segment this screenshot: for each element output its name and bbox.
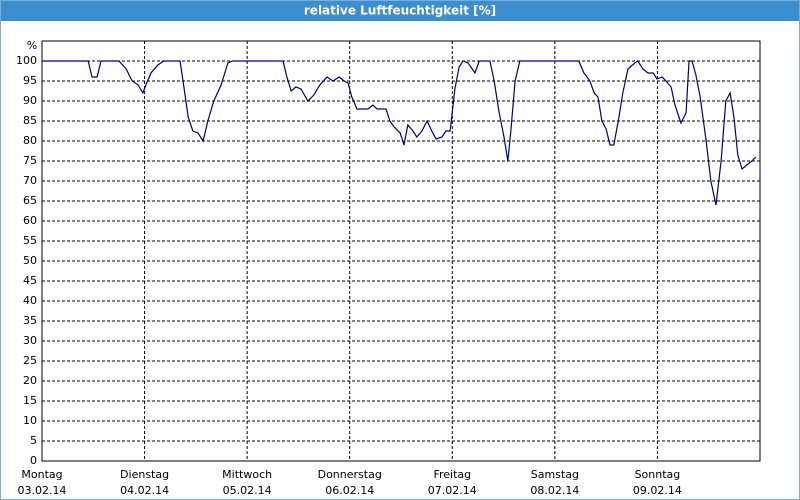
y-tick-label: 45: [23, 274, 37, 287]
plot-border: [41, 40, 761, 462]
title-bar: [0, 0, 800, 21]
x-tick-date: 09.02.14: [633, 484, 682, 497]
y-tick-label: 30: [23, 334, 37, 347]
x-tick-label: Sonntag: [635, 468, 681, 481]
y-tick-label: 90: [23, 94, 37, 107]
y-tick-label: 35: [23, 314, 37, 327]
x-tick-date: 08.02.14: [530, 484, 579, 497]
y-axis-label: %: [27, 39, 37, 52]
y-tick-label: 25: [23, 354, 37, 367]
y-tick-label: 50: [23, 254, 37, 267]
x-tick-date: 03.02.14: [18, 484, 67, 497]
y-tick-label: 20: [23, 374, 37, 387]
x-tick-label: Dienstag: [120, 468, 169, 481]
x-tick-label: Mittwoch: [222, 468, 272, 481]
y-tick-label: 95: [23, 74, 37, 87]
x-tick-label: Freitag: [433, 468, 471, 481]
x-tick-label: Montag: [21, 468, 62, 481]
y-tick-label: 85: [23, 114, 37, 127]
y-tick-label: 5: [30, 434, 37, 447]
y-tick-label: 60: [23, 214, 37, 227]
x-tick-date: 07.02.14: [428, 484, 477, 497]
y-tick-label: 100: [16, 54, 37, 67]
y-tick-label: 15: [23, 394, 37, 407]
y-tick-label: 70: [23, 174, 37, 187]
x-tick-label: Donnerstag: [318, 468, 382, 481]
chart-title: relative Luftfeuchtigkeit [%]: [304, 4, 496, 18]
y-tick-label: 65: [23, 194, 37, 207]
y-tick-label: 10: [23, 414, 37, 427]
y-tick-label: 0: [30, 454, 37, 467]
x-tick-label: Samstag: [531, 468, 579, 481]
y-tick-label: 80: [23, 134, 37, 147]
x-tick-date: 06.02.14: [325, 484, 374, 497]
y-tick-label: 55: [23, 234, 37, 247]
y-tick-label: 75: [23, 154, 37, 167]
line-series: [42, 60, 757, 206]
y-tick-label: 40: [23, 294, 37, 307]
x-tick-date: 04.02.14: [120, 484, 169, 497]
x-tick-date: 05.02.14: [223, 484, 272, 497]
